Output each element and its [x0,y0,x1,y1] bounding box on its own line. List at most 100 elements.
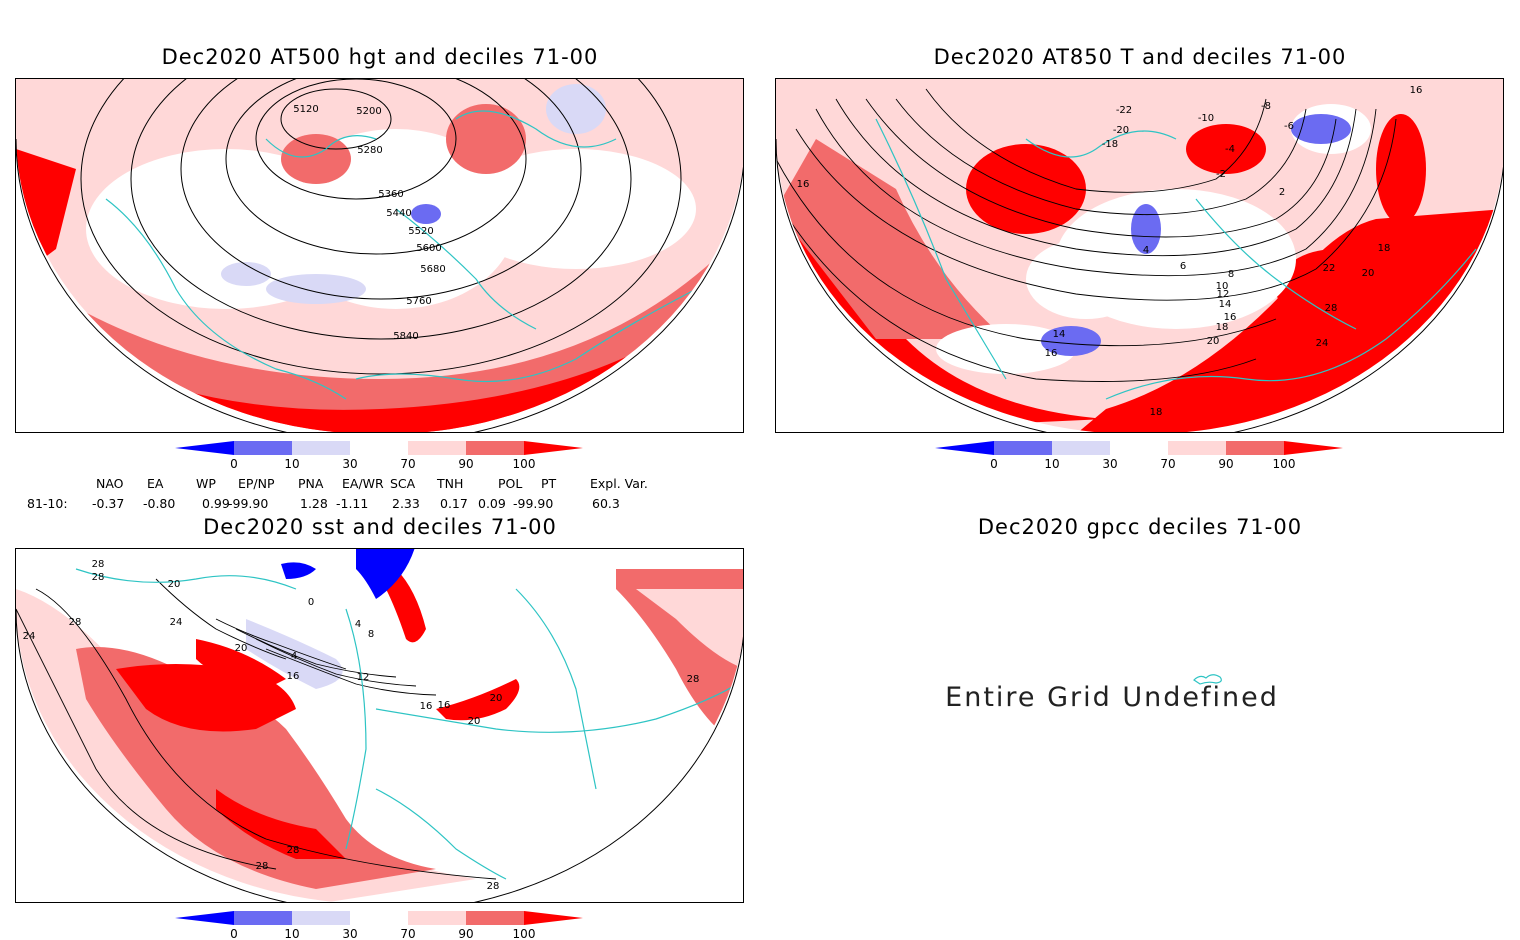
t850-title: Dec2020 AT850 T and deciles 71-00 [933,45,1347,69]
index-name: PNA [298,476,324,491]
colorbar-tick-label: 30 [342,457,357,471]
colorbar-tick-label: 100 [1273,457,1296,471]
colorbar-swatch [408,911,466,925]
t850-contour-label: -2 [1216,169,1226,180]
colorbar-swatch [524,441,583,455]
colorbar-tick-label: 0 [230,927,238,940]
t850-contour-label: 16 [1410,85,1423,96]
index-value: 0.99 [202,496,230,511]
index-value: -0.37 [92,496,125,511]
colorbar-swatch [350,911,408,925]
index-value: 0.17 [440,496,468,511]
sst-contour-label: 28 [287,845,300,856]
gpcc-coastline-fragment [1193,674,1222,685]
sst-contour-label: 16 [420,701,433,712]
t850-contour-label: 18 [1216,322,1229,333]
colorbar-sst: 0 10 30 70 90 100 [175,911,583,940]
colorbar-tick-label: 10 [284,457,299,471]
colorbar-swatch [524,911,583,925]
index-name: NAO [96,476,124,491]
hgt500-map-svg: 5120 5200 5280 5360 5440 5520 5600 5680 … [16,79,743,432]
sst-contour-label: 28 [92,572,105,583]
sst-map: 28 28 20 24 28 24 20 16 4 8 12 4 0 16 20… [15,548,744,903]
colorbar-tick-label: 70 [400,927,415,940]
t850-contour-label: 8 [1228,269,1234,280]
t850-contour-label: 14 [1053,329,1066,340]
colorbar-swatch [1052,441,1110,455]
t850-contour-label: -18 [1102,139,1118,150]
t850-map: -22 -20 -18 -10 -8 -6 -4 -2 2 4 6 8 10 1… [775,78,1504,433]
index-value: -1.11 [336,496,369,511]
hgt500-contour-label: 5120 [293,104,318,115]
colorbar-swatch [935,441,994,455]
colorbar-swatch [292,911,350,925]
colorbar-tick-label: 0 [990,457,998,471]
index-name: WP [196,476,216,491]
sst-title: Dec2020 sst and deciles 71-00 [203,515,557,539]
hgt500-contour-label: 5840 [393,331,418,342]
hgt500-contour-label: 5280 [357,145,382,156]
t850-contour-label: 12 [1217,289,1230,300]
sst-contour-label: 20 [490,693,503,704]
t850-contour-label: 16 [797,179,810,190]
hgt500-map: 5120 5200 5280 5360 5440 5520 5600 5680 … [15,78,744,433]
t850-contour-label: 14 [1219,299,1232,310]
t850-contour-label: -8 [1261,101,1271,112]
colorbar-tick-label: 90 [1218,457,1233,471]
colorbar-swatch [175,441,234,455]
colorbar-swatch [466,911,524,925]
t850-contour-label: -20 [1113,125,1129,136]
colorbar-tick-label: 100 [513,457,536,471]
sst-contour-label: 20 [468,716,481,727]
colorbar-swatch [1110,441,1168,455]
colorbar-swatch [1168,441,1226,455]
index-value: 0.09 [478,496,506,511]
sst-contour-label: 24 [23,631,36,642]
colorbar-tick-label: 10 [284,927,299,940]
index-value: -0.80 [143,496,176,511]
colorbar-swatch [1284,441,1343,455]
index-name: EA [147,476,164,491]
index-name: EA/WR [342,476,384,491]
t850-contour-label: 20 [1362,268,1375,279]
t850-contour-label: -6 [1284,121,1294,132]
colorbar-swatch [466,441,524,455]
t850-contour-label: 20 [1207,336,1220,347]
colorbar-tick-label: 0 [230,457,238,471]
index-value: 60.3 [592,496,620,511]
sst-contour-label: 16 [287,671,300,682]
colorbar-t850: 0 10 30 70 90 100 [935,441,1343,471]
t850-contour-label: 18 [1378,243,1391,254]
sst-contour-label: 0 [308,597,314,608]
index-value: 1.28 [300,496,328,511]
t850-contour-label: 10 [1216,281,1229,292]
t850-contour-label: 16 [1224,312,1237,323]
t850-contour-label: 24 [1316,338,1329,349]
sst-contour-label: 4 [291,651,297,662]
t850-contour-label: 6 [1180,261,1186,272]
teleconnection-indices: 81-10: NAO -0.37 EA -0.80 WP 0.99 EP/NP … [0,474,760,514]
t850-contour-label: -10 [1198,113,1214,124]
sst-contour-label: 28 [487,881,500,892]
sst-contour-label: 8 [368,629,374,640]
hgt500-contour-label: 5760 [406,296,431,307]
index-name: EP/NP [238,476,275,491]
colorbar-swatch [234,441,292,455]
sst-contour-label: 28 [69,617,82,628]
colorbar-tick-label: 30 [1102,457,1117,471]
sst-contour-label: 12 [357,672,370,683]
index-name: PT [541,476,557,491]
index-value: -99.90 [513,496,554,511]
sst-contour-label: 20 [168,579,181,590]
colorbar-tick-label: 70 [1160,457,1175,471]
sst-contour-label: 16 [438,700,451,711]
index-row-label: 81-10: [27,496,68,511]
colorbar-swatch [234,911,292,925]
colorbar-swatch [1226,441,1284,455]
colorbar-swatch [350,441,408,455]
hgt500-contour-label: 5600 [416,243,441,254]
hgt500-contour-label: 5680 [420,264,445,275]
t850-contour-label: 18 [1150,407,1163,418]
hgt500-contour-label: 5520 [408,226,433,237]
index-value: 2.33 [392,496,420,511]
